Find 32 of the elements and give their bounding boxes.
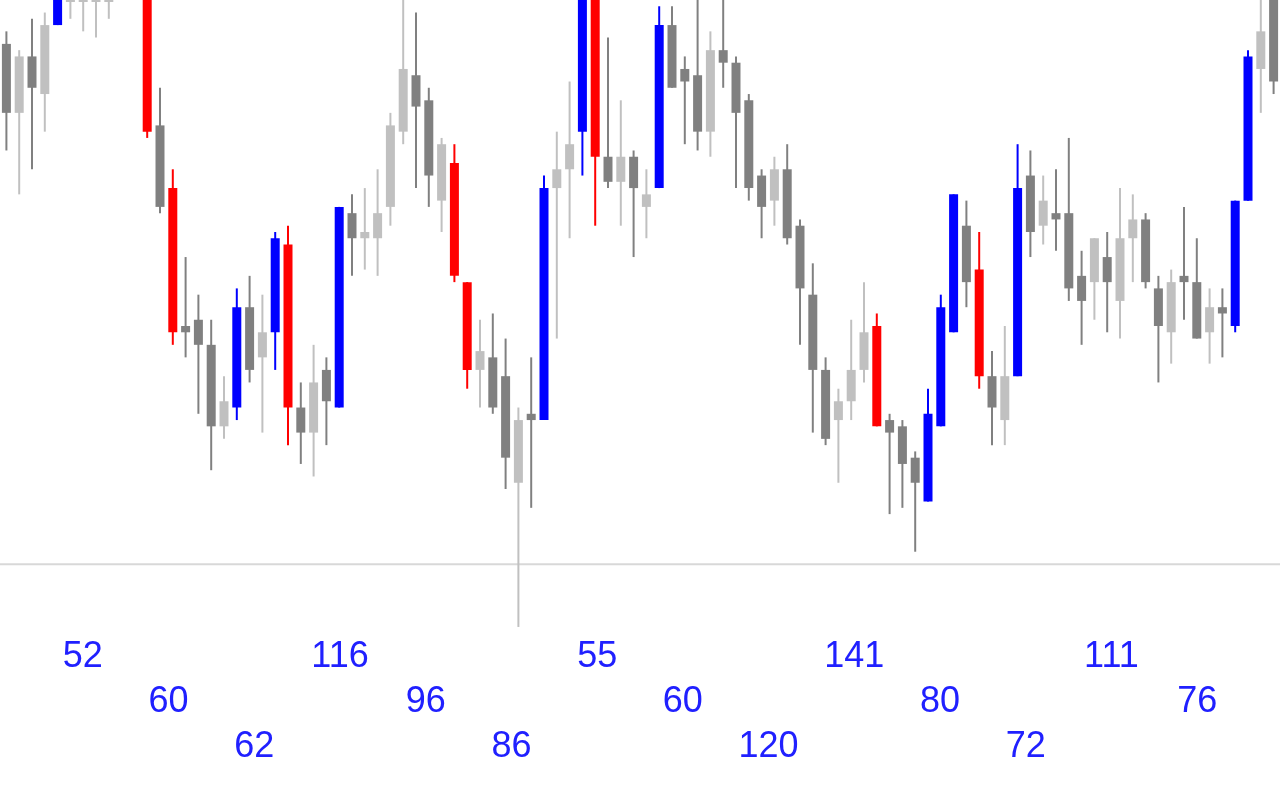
text: 96 — [405, 678, 446, 720]
candlestick — [104, 0, 114, 20]
text: 141 — [824, 633, 885, 675]
candlestick — [1179, 205, 1189, 321]
candlestick — [718, 0, 728, 89]
candlestick — [833, 387, 843, 484]
candlestick — [526, 356, 536, 509]
text: 80 — [919, 678, 961, 720]
candlestick — [552, 130, 562, 340]
candlestick — [360, 187, 370, 271]
text: 111 — [1084, 633, 1139, 675]
candlestick — [641, 168, 651, 240]
text: 86 — [491, 723, 532, 765]
text: 60 — [148, 678, 189, 720]
candlestick — [91, 0, 101, 39]
text: 60 — [662, 678, 703, 720]
candlestick — [1051, 168, 1061, 252]
candlestick — [65, 0, 75, 20]
text: 120 — [738, 723, 799, 765]
text: 72 — [1005, 723, 1046, 765]
text: 116 — [311, 633, 369, 675]
candlestick — [78, 0, 88, 33]
text: 76 — [1177, 678, 1218, 720]
candlestick — [181, 256, 191, 359]
candlestick — [1128, 193, 1138, 284]
candlestick — [680, 55, 690, 146]
text: 55 — [577, 633, 618, 675]
candlestick — [475, 318, 485, 409]
text: 52 — [62, 633, 103, 675]
candlestick — [1217, 287, 1227, 359]
text: 62 — [234, 723, 275, 765]
candlestick — [885, 412, 895, 516]
